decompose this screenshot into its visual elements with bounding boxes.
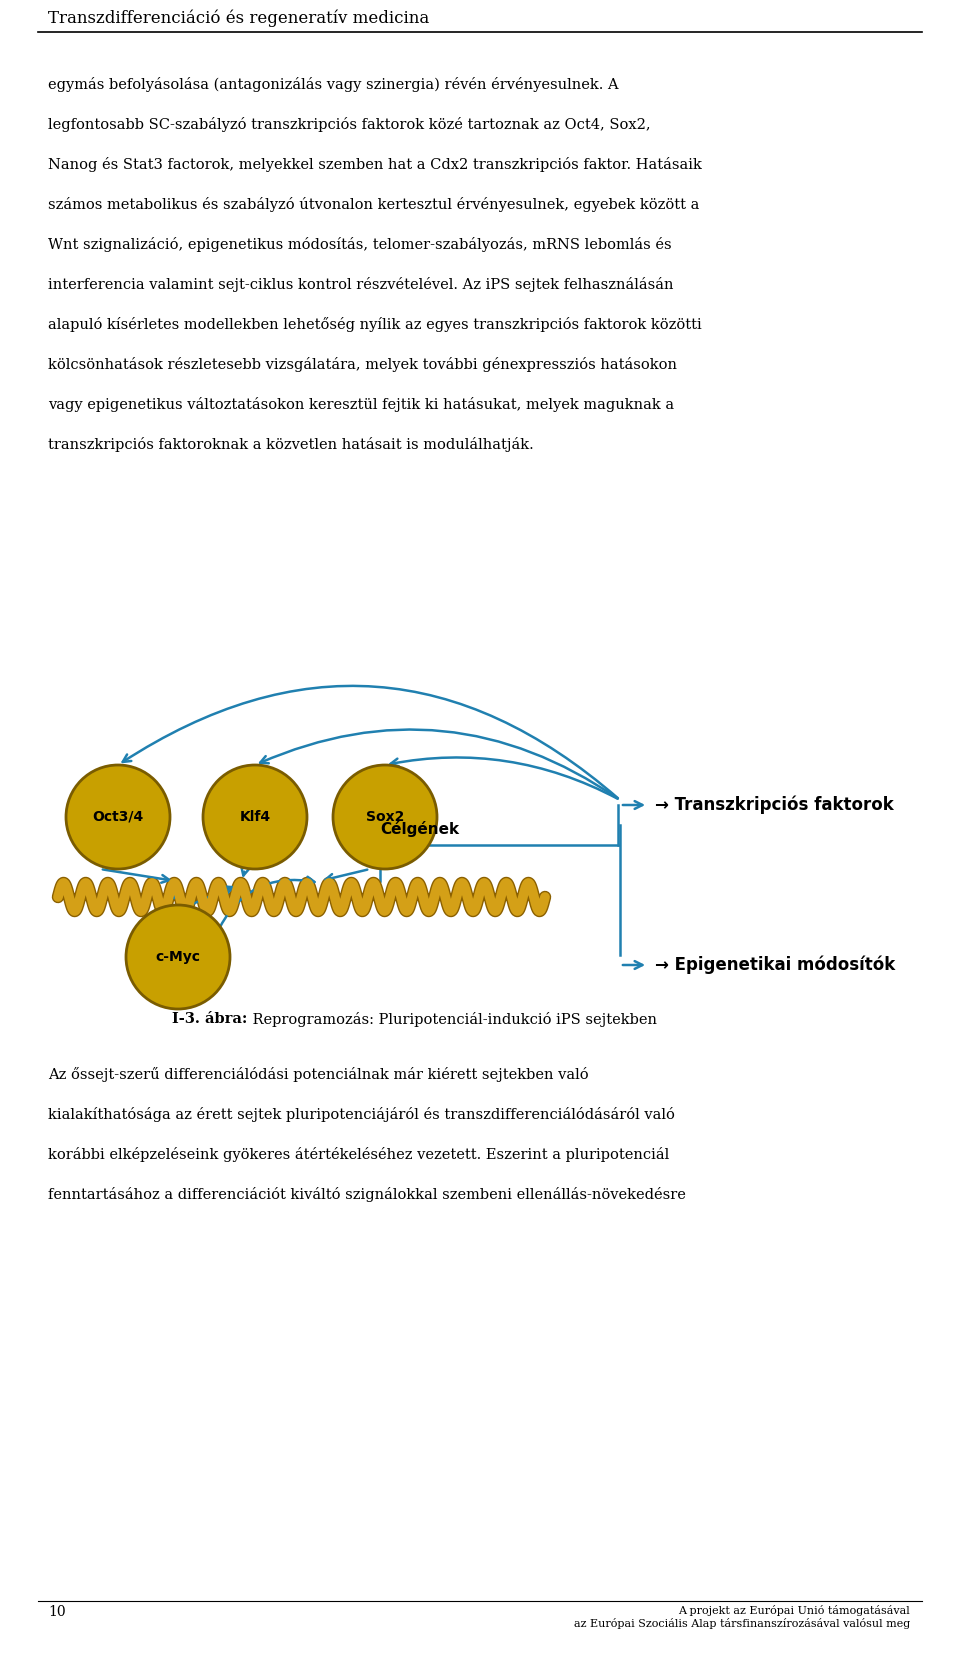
- Text: korábbi elképzeléseink gyökeres átértékeléséhez vezetett. Eszerint a pluripotenc: korábbi elképzeléseink gyökeres átértéke…: [48, 1147, 669, 1162]
- Circle shape: [126, 905, 230, 1009]
- Text: kialakíthatósága az érett sejtek pluripotenciájáról és transzdifferenciálódásáró: kialakíthatósága az érett sejtek pluripo…: [48, 1107, 675, 1122]
- Text: Oct3/4: Oct3/4: [92, 810, 144, 824]
- Text: Sox2: Sox2: [366, 810, 404, 824]
- Text: Az őssejt-szerű differenciálódási potenciálnak már kiérett sejtekben való: Az őssejt-szerű differenciálódási potenc…: [48, 1067, 588, 1082]
- Text: vagy epigenetikus változtatásokon keresztül fejtik ki hatásukat, melyek maguknak: vagy epigenetikus változtatásokon keresz…: [48, 398, 674, 413]
- Text: legfontosabb SC-szabályzó transzkripciós faktorok közé tartoznak az Oct4, Sox2,: legfontosabb SC-szabályzó transzkripciós…: [48, 118, 651, 133]
- Text: transzkripciós faktoroknak a közvetlen hatásait is modulálhatják.: transzkripciós faktoroknak a közvetlen h…: [48, 437, 534, 452]
- Text: → Epigenetikai módosítók: → Epigenetikai módosítók: [655, 956, 896, 974]
- Text: → Transzkripciós faktorok: → Transzkripciós faktorok: [655, 795, 894, 814]
- Circle shape: [203, 766, 307, 868]
- Text: Reprogramozás: Pluripotenciál-indukció iPS sejtekben: Reprogramozás: Pluripotenciál-indukció i…: [248, 1012, 657, 1027]
- Text: Nanog és Stat3 factorok, melyekkel szemben hat a Cdx2 transzkripciós faktor. Hat: Nanog és Stat3 factorok, melyekkel szemb…: [48, 157, 702, 172]
- Circle shape: [66, 766, 170, 868]
- Text: egymás befolyásolása (antagonizálás vagy szinergia) révén érvényesulnek. A: egymás befolyásolása (antagonizálás vagy…: [48, 76, 618, 93]
- Text: alapuló kísérletes modellekben lehetőség nyílik az egyes transzkripciós faktorok: alapuló kísérletes modellekben lehetőség…: [48, 316, 702, 331]
- Text: Klf4: Klf4: [239, 810, 271, 824]
- Text: c-Myc: c-Myc: [156, 949, 201, 964]
- Text: I-3. ábra:: I-3. ábra:: [172, 1012, 248, 1026]
- Text: számos metabolikus és szabályzó útvonalon kertesztul érvényesulnek, egyebek közö: számos metabolikus és szabályzó útvonalo…: [48, 197, 700, 212]
- Text: fenntartásához a differenciációt kiváltó szignálokkal szembeni ellenállás-növeke: fenntartásához a differenciációt kiváltó…: [48, 1186, 685, 1201]
- Text: interferencia valamint sejt-ciklus kontrol részvételével. Az iPS sejtek felhaszn: interferencia valamint sejt-ciklus kontr…: [48, 277, 674, 292]
- Text: 10: 10: [48, 1606, 65, 1619]
- Text: Transzdifferenciáció és regeneratív medicina: Transzdifferenciáció és regeneratív medi…: [48, 10, 429, 27]
- Text: Wnt szignalizáció, epigenetikus módosítás, telomer-szabályozás, mRNS lebomlás és: Wnt szignalizáció, epigenetikus módosítá…: [48, 237, 672, 252]
- Text: kölcsönhatások részletesebb vizsgálatára, melyek további génexpressziós hatásoko: kölcsönhatások részletesebb vizsgálatára…: [48, 356, 677, 373]
- Text: Célgének: Célgének: [380, 820, 460, 837]
- Text: A projekt az Európai Unió támogatásával
az Európai Szociális Alap társfinanszíro: A projekt az Európai Unió támogatásával …: [574, 1606, 910, 1629]
- Circle shape: [333, 766, 437, 868]
